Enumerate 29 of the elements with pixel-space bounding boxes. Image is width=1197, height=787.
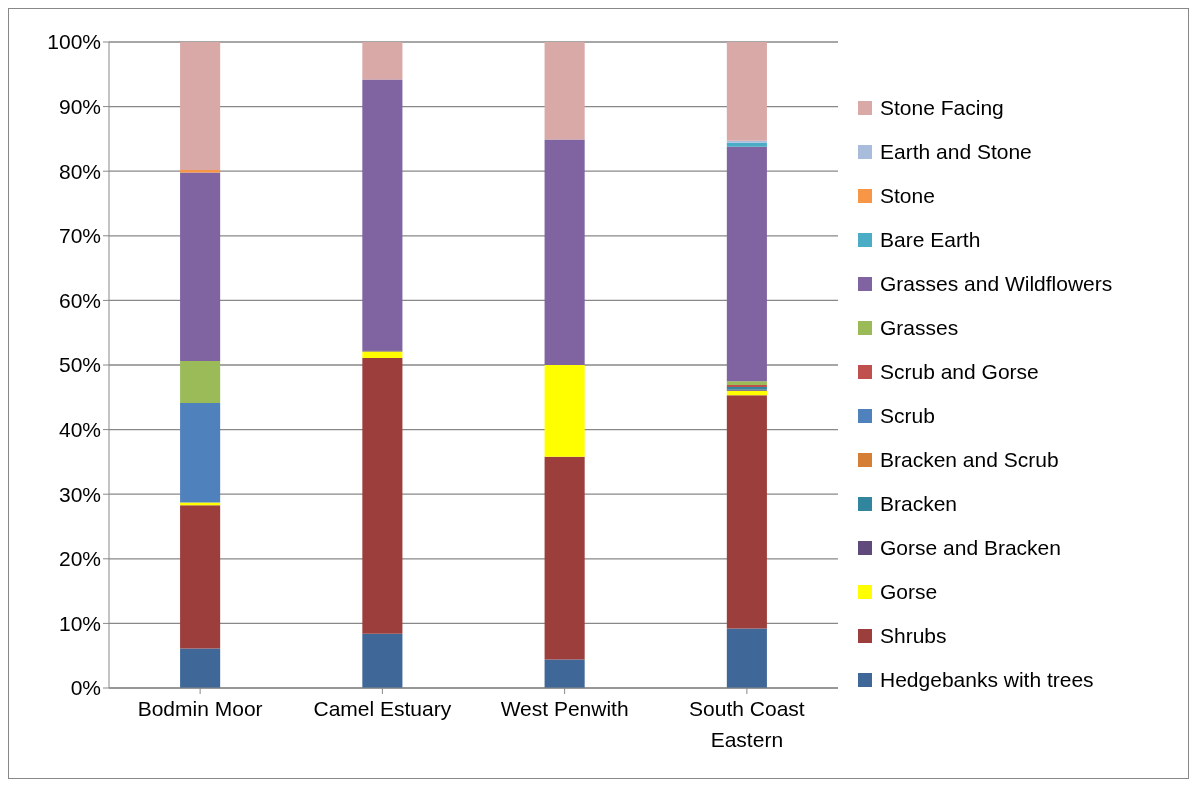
legend-label: Scrub bbox=[880, 403, 935, 428]
legend-label: Hedgebanks with trees bbox=[880, 667, 1094, 692]
legend-label: Shrubs bbox=[880, 623, 947, 648]
y-tick-label: 20% bbox=[58, 547, 101, 571]
legend-label: Stone Facing bbox=[880, 95, 1004, 120]
legend-label: Gorse and Bracken bbox=[880, 535, 1061, 560]
y-tick-label: 100% bbox=[47, 30, 101, 54]
y-tick-label: 80% bbox=[58, 159, 101, 183]
legend-label: Grasses and Wildflowers bbox=[880, 271, 1113, 296]
y-tick-label: 70% bbox=[58, 224, 101, 248]
legend-label: Bracken bbox=[880, 491, 958, 516]
x-tick-label: Camel Estuary bbox=[313, 697, 452, 720]
legend-label: Gorse bbox=[880, 579, 938, 604]
legend-label: Bracken and Scrub bbox=[880, 447, 1059, 472]
legend-label: Scrub and Gorse bbox=[880, 359, 1039, 384]
legend-label: Stone bbox=[880, 183, 935, 208]
x-tick-label: South Coast Eastern bbox=[689, 697, 805, 751]
y-tick-label: 90% bbox=[58, 95, 101, 119]
y-tick-label: 30% bbox=[58, 482, 101, 506]
y-tick-label: 60% bbox=[58, 288, 101, 312]
y-tick-label: 40% bbox=[58, 418, 101, 442]
y-tick-label: 10% bbox=[58, 611, 101, 635]
legend-label: Bare Earth bbox=[880, 227, 981, 252]
legend-label: Earth and Stone bbox=[880, 139, 1032, 164]
y-tick-label: 0% bbox=[70, 676, 101, 700]
x-tick-label: Bodmin Moor bbox=[137, 697, 263, 720]
y-tick-label: 50% bbox=[58, 353, 101, 377]
legend-label: Grasses bbox=[880, 315, 959, 340]
x-tick-label: West Penwith bbox=[500, 697, 629, 720]
